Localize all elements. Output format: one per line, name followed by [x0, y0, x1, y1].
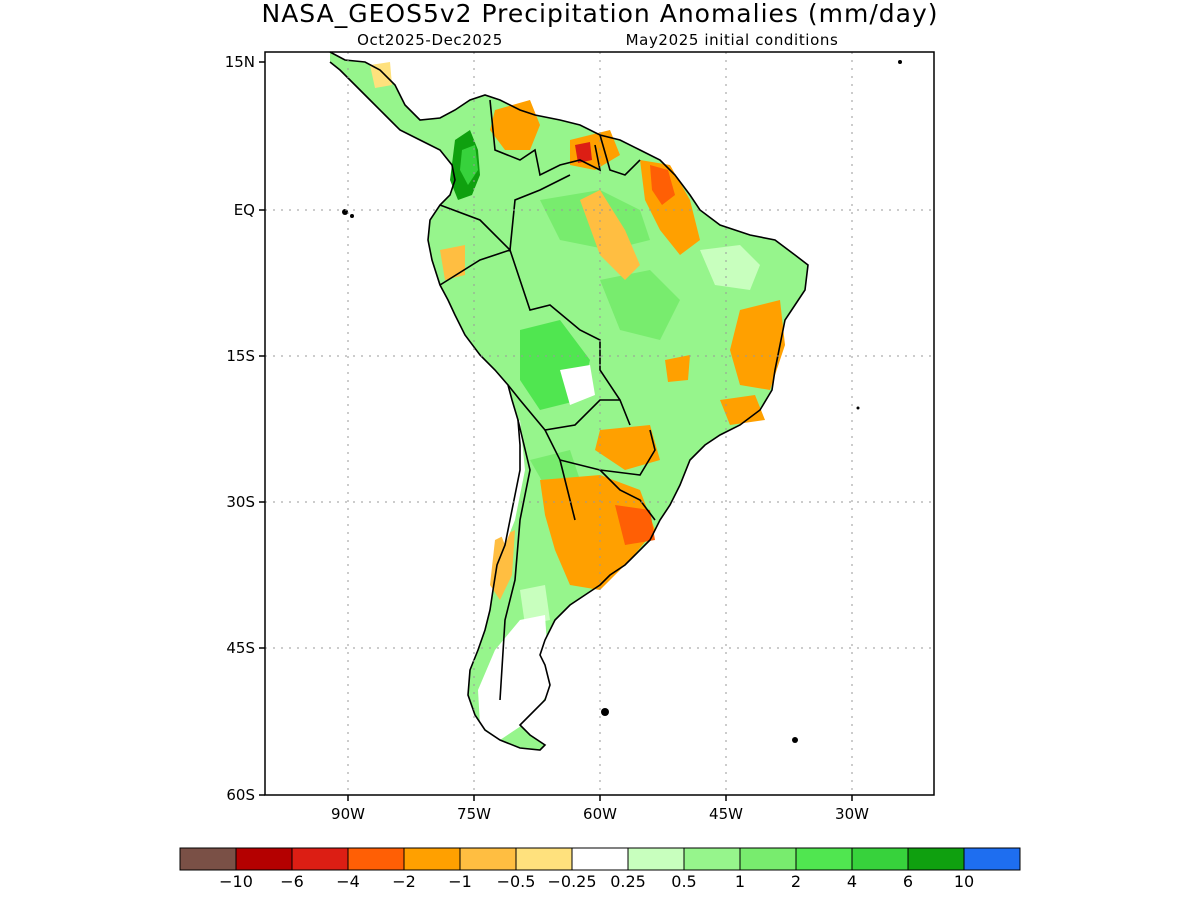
colorbar-swatch — [515, 847, 573, 871]
colorbar-label: 2 — [791, 872, 801, 891]
colorbar-label: −10 — [219, 872, 253, 891]
colorbar-label: 10 — [954, 872, 974, 891]
dry-anomaly-patch — [730, 300, 785, 390]
dry-anomaly-patch — [540, 475, 655, 590]
lat-tick-label: 15N — [225, 53, 255, 71]
country-border — [544, 429, 656, 476]
colorbar-swatch — [795, 847, 853, 871]
country-border — [507, 384, 620, 431]
colorbar-label: 4 — [847, 872, 857, 891]
falkland-island — [601, 708, 609, 716]
colorbar-swatch — [347, 847, 405, 871]
colorbar-label: 1 — [735, 872, 745, 891]
colorbar-label: −0.25 — [547, 872, 596, 891]
south-georgia-island — [792, 737, 798, 743]
near-zero-region — [478, 615, 550, 740]
colorbar-label: 6 — [903, 872, 913, 891]
country-border — [499, 419, 531, 701]
map-subtitle-period: Oct2025-Dec2025 — [357, 31, 503, 49]
neutral-patch — [520, 585, 550, 625]
country-border — [439, 174, 571, 252]
wet-anomaly-patch — [460, 145, 478, 185]
map-axes: 15N EQ 15S 30S 45S 60S 90W 75W 60W 45W 30W — [225, 53, 869, 823]
lon-tick-label: 45W — [709, 805, 743, 823]
dry-anomaly-patch — [665, 355, 690, 382]
lat-tick-label: 45S — [226, 639, 255, 657]
colorbar-swatch — [179, 847, 237, 871]
colorbar-swatch — [907, 847, 965, 871]
lat-tick-label: EQ — [234, 201, 255, 219]
lon-tick-label: 75W — [457, 805, 491, 823]
neutral-patch — [560, 365, 595, 405]
dry-anomaly-patch — [720, 395, 765, 425]
colorbar-swatch — [963, 847, 1021, 871]
colorbar-swatch — [571, 847, 629, 871]
country-border — [489, 99, 602, 177]
lon-tick-label: 30W — [835, 805, 869, 823]
colorbar-swatch — [851, 847, 909, 871]
colorbar-swatch — [403, 847, 461, 871]
atlantic-island — [856, 406, 860, 410]
near-zero-region — [495, 420, 525, 545]
map-subtitle-init: May2025 initial conditions — [626, 31, 839, 49]
country-border — [599, 469, 656, 521]
strong-dry-patch — [650, 165, 675, 205]
colorbar: −10 −6 −4 −2 −1 −0.5 −0.25 0.25 0.5 1 2 4 6 10 — [179, 847, 1021, 891]
strong-dry-patch — [575, 142, 592, 163]
dry-anomaly-patch — [580, 190, 640, 280]
coastline-borders — [329, 51, 809, 751]
colorbar-swatch — [683, 847, 741, 871]
lat-tick-label: 15S — [226, 347, 255, 365]
anomaly-patches — [370, 62, 785, 740]
colorbar-swatch — [739, 847, 797, 871]
colorbar-label: 0.25 — [610, 872, 646, 891]
lon-tick-label: 60W — [583, 805, 617, 823]
country-border — [439, 248, 631, 426]
moderate-dry-patch — [615, 505, 655, 545]
colorbar-label: −0.5 — [497, 872, 536, 891]
colorbar-label: −4 — [336, 872, 360, 891]
galapagos-island — [350, 214, 354, 218]
caribbean-island — [898, 60, 902, 64]
dry-anomaly-patch — [440, 245, 465, 280]
colorbar-swatch — [235, 847, 293, 871]
lat-tick-label: 60S — [226, 786, 255, 804]
lon-tick-label: 90W — [331, 805, 365, 823]
colorbar-swatch — [627, 847, 685, 871]
colorbar-label: −1 — [448, 872, 472, 891]
dry-anomaly-patch — [595, 425, 660, 470]
light-wet-patch — [600, 270, 680, 340]
dry-anomaly-patch — [490, 530, 515, 600]
colorbar-label: −2 — [392, 872, 416, 891]
continent-coastline — [329, 51, 809, 751]
neutral-patch — [700, 245, 760, 290]
country-border — [599, 134, 641, 176]
map-plot-area — [264, 51, 935, 796]
lat-tick-label: 30S — [226, 493, 255, 511]
colorbar-label: 0.5 — [671, 872, 696, 891]
colorbar-label: −6 — [280, 872, 304, 891]
country-border — [559, 459, 576, 521]
map-title: NASA_GEOS5v2 Precipitation Anomalies (mm… — [262, 0, 939, 28]
colorbar-swatch — [459, 847, 517, 871]
colorbar-swatch — [291, 847, 349, 871]
